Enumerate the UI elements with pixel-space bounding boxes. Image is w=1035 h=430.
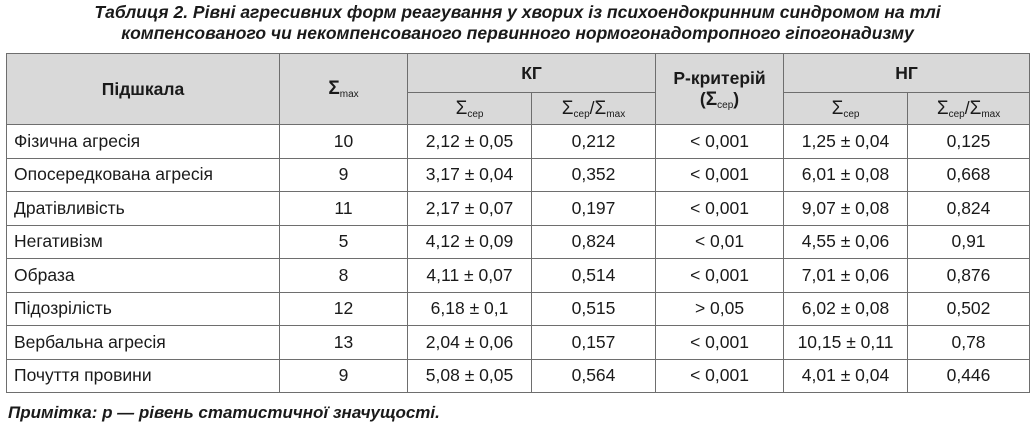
- row-subscale: Негативізм: [6, 224, 280, 259]
- row-kg-ratio: 0,515: [530, 291, 657, 326]
- table-caption: Таблиця 2. Рівні агресивних форм реагува…: [0, 2, 1035, 44]
- row-subscale: Дратівливість: [6, 191, 280, 226]
- row-p: < 0,001: [655, 258, 785, 293]
- row-p: > 0,05: [655, 291, 785, 326]
- row-ng-ser: 6,02 ± 0,08: [783, 291, 909, 326]
- row-kg-ser: 3,17 ± 0,04: [407, 157, 532, 192]
- caption-line-1: Таблиця 2. Рівні агресивних форм реагува…: [94, 2, 941, 22]
- table-row: Почуття провини 9 5,08 ± 0,05 0,564 < 0,…: [6, 358, 1031, 393]
- row-max: 9: [279, 358, 408, 393]
- table-row: Фізична агресія 10 2,12 ± 0,05 0,212 < 0…: [6, 124, 1031, 159]
- row-p: < 0,001: [655, 358, 785, 393]
- row-subscale: Образа: [6, 258, 280, 293]
- header-ng: НГ: [783, 53, 1031, 93]
- row-ng-ratio: 0,824: [907, 191, 1031, 226]
- header-ng-ratio: Σсер/Σmax: [907, 92, 1031, 125]
- row-max: 5: [279, 224, 408, 259]
- row-ng-ratio: 0,668: [907, 157, 1031, 192]
- row-p: < 0,001: [655, 157, 785, 192]
- row-ng-ser: 10,15 ± 0,11: [783, 325, 909, 360]
- row-ng-ser: 1,25 ± 0,04: [783, 124, 909, 159]
- row-kg-ratio: 0,352: [530, 157, 657, 192]
- row-kg-ser: 6,18 ± 0,1: [407, 291, 532, 326]
- row-subscale: Підозрілість: [6, 291, 280, 326]
- row-subscale: Фізична агресія: [6, 124, 280, 159]
- row-max: 11: [279, 191, 408, 226]
- table-row: Вербальна агресія 13 2,04 ± 0,06 0,157 <…: [6, 325, 1031, 360]
- table-row: Образа 8 4,11 ± 0,07 0,514 < 0,001 7,01 …: [6, 258, 1031, 293]
- header-row-1: Підшкала Σmax КГ Р-критерій (Σсер) НГ: [6, 53, 1031, 125]
- table-row: Негативізм 5 4,12 ± 0,09 0,824 < 0,01 4,…: [6, 224, 1031, 259]
- row-kg-ser: 2,04 ± 0,06: [407, 325, 532, 360]
- row-kg-ratio: 0,564: [530, 358, 657, 393]
- row-kg-ser: 4,12 ± 0,09: [407, 224, 532, 259]
- header-ng-sigma-ser: Σсер: [783, 92, 909, 125]
- row-ng-ratio: 0,91: [907, 224, 1031, 259]
- row-max: 10: [279, 124, 408, 159]
- row-subscale: Опосередкована агресія: [6, 157, 280, 192]
- row-ng-ratio: 0,446: [907, 358, 1031, 393]
- table-footnote: Примітка: р — рівень статистичної значущ…: [8, 403, 440, 422]
- header-kg-ratio: Σсер/Σmax: [530, 92, 657, 125]
- row-p: < 0,01: [655, 224, 785, 259]
- row-ng-ser: 6,01 ± 0,08: [783, 157, 909, 192]
- row-ng-ratio: 0,125: [907, 124, 1031, 159]
- header-kg-sigma-ser: Σсер: [407, 92, 532, 125]
- row-kg-ser: 2,12 ± 0,05: [407, 124, 532, 159]
- table-row: Дратівливість 11 2,17 ± 0,07 0,197 < 0,0…: [6, 191, 1031, 226]
- row-subscale: Почуття провини: [6, 358, 280, 393]
- header-subscale: Підшкала: [6, 53, 280, 125]
- row-kg-ratio: 0,824: [530, 224, 657, 259]
- header-sigma-max: Σmax: [279, 53, 408, 125]
- row-kg-ratio: 0,157: [530, 325, 657, 360]
- row-kg-ser: 4,11 ± 0,07: [407, 258, 532, 293]
- aggression-levels-table: Підшкала Σmax КГ Р-критерій (Σсер) НГ Σсе…: [6, 53, 1031, 393]
- row-p: < 0,001: [655, 325, 785, 360]
- table-row: Підозрілість 12 6,18 ± 0,1 0,515 > 0,05 …: [6, 291, 1031, 326]
- header-row-2: Σсер Σсер/Σmax Σсер Σсер/Σmax: [7, 92, 1031, 125]
- row-kg-ser: 5,08 ± 0,05: [407, 358, 532, 393]
- row-ng-ratio: 0,78: [907, 325, 1031, 360]
- table-row: Опосередкована агресія 9 3,17 ± 0,04 0,3…: [6, 157, 1031, 192]
- header-p-criterion: Р-критерій (Σсер): [655, 53, 785, 125]
- row-max: 9: [279, 157, 408, 192]
- header-kg: КГ: [406, 53, 657, 93]
- row-kg-ser: 2,17 ± 0,07: [407, 191, 532, 226]
- caption-line-2: компенсованого чи некомпенсованого перви…: [121, 23, 914, 43]
- row-ng-ratio: 0,502: [907, 291, 1031, 326]
- row-kg-ratio: 0,514: [530, 258, 657, 293]
- row-subscale: Вербальна агресія: [6, 325, 280, 360]
- row-max: 8: [279, 258, 408, 293]
- row-ng-ser: 7,01 ± 0,06: [783, 258, 909, 293]
- row-kg-ratio: 0,212: [530, 124, 657, 159]
- row-max: 12: [279, 291, 408, 326]
- row-max: 13: [279, 325, 408, 360]
- row-ng-ser: 4,55 ± 0,06: [783, 224, 909, 259]
- row-ng-ratio: 0,876: [907, 258, 1031, 293]
- row-p: < 0,001: [655, 124, 785, 159]
- row-ng-ser: 9,07 ± 0,08: [783, 191, 909, 226]
- row-ng-ser: 4,01 ± 0,04: [783, 358, 909, 393]
- row-kg-ratio: 0,197: [530, 191, 657, 226]
- row-p: < 0,001: [655, 191, 785, 226]
